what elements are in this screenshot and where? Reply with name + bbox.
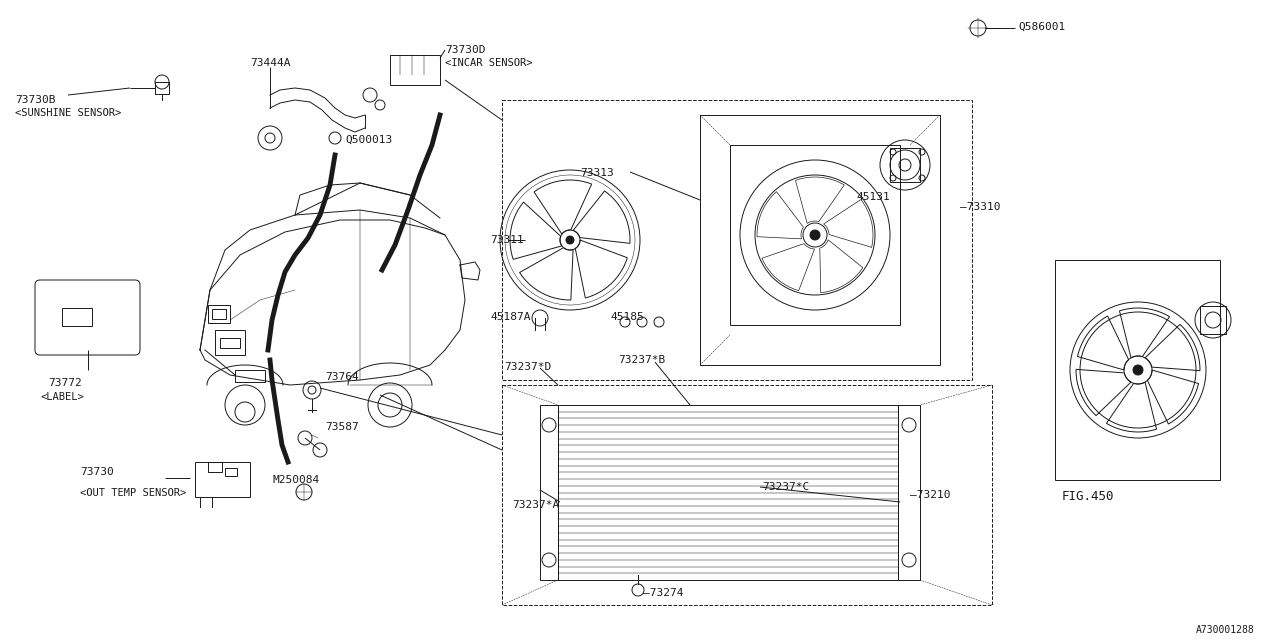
Circle shape <box>810 230 820 240</box>
Text: 73764: 73764 <box>325 372 358 382</box>
Text: Q500013: Q500013 <box>346 135 392 145</box>
Bar <box>502 100 972 380</box>
Bar <box>1201 306 1226 334</box>
Text: Q586001: Q586001 <box>1018 22 1065 32</box>
Bar <box>225 468 237 476</box>
Text: 73237*A: 73237*A <box>512 500 559 510</box>
Text: A730001288: A730001288 <box>1197 625 1254 635</box>
Text: 73237*D: 73237*D <box>504 362 552 372</box>
Bar <box>558 405 899 580</box>
Text: —73310: —73310 <box>960 202 1001 212</box>
Text: 45131: 45131 <box>856 192 890 202</box>
Text: 73730B: 73730B <box>15 95 55 105</box>
Bar <box>502 385 992 605</box>
Text: M250084: M250084 <box>273 475 319 485</box>
Bar <box>730 145 900 325</box>
Text: <LABEL>: <LABEL> <box>40 392 83 402</box>
Text: —73210: —73210 <box>910 490 951 500</box>
Text: 73587: 73587 <box>325 422 358 432</box>
Bar <box>390 55 440 85</box>
Text: <OUT TEMP SENSOR>: <OUT TEMP SENSOR> <box>81 488 187 498</box>
Bar <box>899 405 920 580</box>
Bar <box>195 462 250 497</box>
Text: 73444A: 73444A <box>250 58 291 68</box>
Bar <box>1055 260 1220 480</box>
Bar <box>215 330 244 355</box>
Circle shape <box>566 236 573 244</box>
Bar <box>209 462 221 472</box>
Bar <box>155 82 169 94</box>
Text: 45185: 45185 <box>611 312 644 322</box>
Text: 73237*C: 73237*C <box>762 482 809 492</box>
Bar <box>700 115 940 365</box>
Bar <box>61 308 92 326</box>
Text: 73313: 73313 <box>580 168 613 178</box>
Text: —73274: —73274 <box>643 588 684 598</box>
Bar <box>209 305 230 323</box>
Text: <SUNSHINE SENSOR>: <SUNSHINE SENSOR> <box>15 108 122 118</box>
Text: FIG.450: FIG.450 <box>1062 490 1115 503</box>
Text: <INCAR SENSOR>: <INCAR SENSOR> <box>445 58 532 68</box>
Text: 73772: 73772 <box>49 378 82 388</box>
Text: 73730: 73730 <box>81 467 114 477</box>
Text: 73311: 73311 <box>490 235 524 245</box>
Bar <box>890 148 920 182</box>
Bar <box>220 338 241 348</box>
Bar <box>236 370 265 382</box>
Circle shape <box>1133 365 1143 375</box>
Bar <box>540 405 558 580</box>
Bar <box>212 309 227 319</box>
Text: 73730D: 73730D <box>445 45 485 55</box>
Text: 73237*B: 73237*B <box>618 355 666 365</box>
Text: 45187A: 45187A <box>490 312 530 322</box>
